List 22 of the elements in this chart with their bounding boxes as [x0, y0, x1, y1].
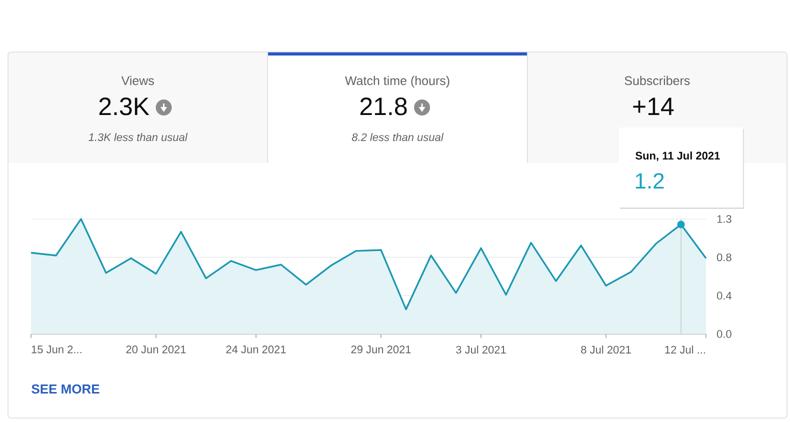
y-tick-label: 1.3	[717, 215, 732, 223]
text: 8.2 less than usual	[352, 133, 444, 142]
x-tick-label: 24 Jun 2021	[226, 346, 286, 354]
x-tick-label: 3 Jul 2021	[456, 346, 506, 354]
chart-title: Watch time (hours)	[345, 76, 450, 88]
text: +14	[633, 98, 674, 115]
text: 21.8	[360, 98, 407, 116]
y-tick-label: 0.4	[716, 292, 732, 300]
text: 1.3K less than usual	[88, 133, 188, 142]
text: Subscribers	[624, 76, 690, 86]
x-tick-label: 15 Jun 2...	[32, 346, 82, 354]
text: Sun, 11 Jul 2021	[636, 152, 720, 162]
y-tick-label: 0.0	[716, 330, 732, 338]
y-tick-label: 0.8	[716, 253, 732, 262]
text: Views	[121, 76, 154, 86]
x-tick-label: 29 Jun 2021	[351, 346, 411, 354]
annotation: 1.2	[636, 173, 664, 188]
x-tick-label: 8 Jul 2021	[581, 346, 631, 354]
text: SEE MORE	[32, 384, 100, 394]
text: 2.3K	[99, 98, 150, 116]
x-tick-label: 12 Jul ...	[665, 346, 705, 354]
x-tick-label: 20 Jun 2021	[126, 346, 186, 354]
